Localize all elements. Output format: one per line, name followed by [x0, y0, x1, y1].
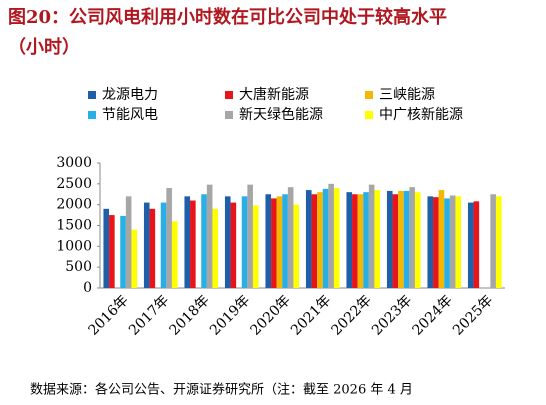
- bar: [317, 192, 323, 288]
- x-tick-label: 2017年: [126, 292, 172, 338]
- bar: [473, 201, 480, 288]
- bar: [386, 190, 393, 288]
- bar: [467, 202, 474, 288]
- bar: [271, 198, 277, 288]
- bar: [171, 221, 178, 288]
- bar: [455, 196, 462, 288]
- bar: [149, 208, 156, 288]
- legend-label: 大唐新能源: [239, 86, 309, 103]
- y-tick-label: 2000: [56, 197, 92, 213]
- bar: [143, 202, 150, 288]
- chart-title: 图20：公司风电利用小时数在可比公司中处于较高水平: [8, 6, 447, 28]
- x-tick-label: 2021年: [288, 292, 334, 338]
- bar: [103, 208, 110, 288]
- bar: [352, 194, 358, 288]
- bar: [252, 205, 259, 288]
- y-tick-label: 0: [83, 280, 92, 296]
- bar: [374, 190, 381, 288]
- legend-swatch: [365, 111, 373, 119]
- legend-label: 三峡能源: [379, 87, 435, 103]
- source-note: 数据来源：各公司公告、开源证券研究所（注：截至 2026 年 4 月: [30, 382, 413, 398]
- legend-swatch: [88, 91, 96, 99]
- bar: [444, 198, 450, 288]
- bar: [305, 190, 312, 288]
- bar: [403, 190, 410, 288]
- x-tick-label: 2018年: [166, 292, 212, 338]
- legend-swatch: [225, 111, 233, 119]
- bar: [311, 194, 318, 288]
- bar: [120, 215, 126, 288]
- x-tick-label: 2020年: [247, 292, 293, 338]
- y-tick-label: 3000: [56, 155, 92, 171]
- bar: [357, 194, 364, 288]
- bar: [265, 194, 272, 288]
- bar: [160, 202, 167, 288]
- y-tick-label: 1000: [56, 238, 92, 254]
- bar: [414, 192, 421, 288]
- bar: [293, 204, 300, 288]
- bar: [282, 194, 288, 288]
- bar: [368, 184, 375, 288]
- x-tick-label: 2019年: [207, 292, 253, 338]
- bar: [363, 192, 369, 288]
- chart-title: （小时）: [8, 37, 80, 58]
- bar: [212, 208, 219, 288]
- bar: [322, 188, 329, 288]
- legend-label: 龙源电力: [102, 87, 158, 103]
- bar: [346, 192, 353, 288]
- legend-label: 节能风电: [102, 107, 158, 123]
- legend-swatch: [225, 91, 233, 99]
- bar: [398, 190, 404, 288]
- legend-swatch: [365, 91, 373, 99]
- x-tick-label: 2023年: [369, 292, 415, 338]
- bar: [247, 184, 253, 288]
- bar: [184, 196, 191, 288]
- bar: [276, 196, 283, 288]
- legend-swatch: [88, 111, 96, 119]
- bar: [495, 196, 502, 288]
- y-tick-label: 1500: [56, 218, 92, 234]
- bar: [241, 196, 248, 288]
- bar: [166, 188, 172, 288]
- bar: [328, 183, 334, 288]
- bar: [190, 200, 196, 288]
- bar: [449, 195, 456, 288]
- x-tick-label: 2016年: [85, 292, 131, 338]
- legend-label: 新天绿色能源: [239, 106, 323, 123]
- bar: [409, 187, 415, 288]
- x-tick-label: 2025年: [450, 292, 496, 338]
- bar: [125, 196, 132, 288]
- bar: [438, 190, 445, 288]
- bar: [201, 194, 207, 288]
- bar: [433, 197, 439, 288]
- bar: [206, 184, 213, 288]
- bar: [230, 202, 237, 288]
- legend-label: 中广核新能源: [379, 107, 463, 123]
- x-tick-label: 2022年: [328, 292, 374, 338]
- bar: [490, 194, 496, 288]
- bar: [287, 187, 294, 288]
- x-tick-label: 2024年: [409, 292, 455, 338]
- bar: [333, 188, 340, 288]
- y-tick-label: 500: [65, 259, 92, 275]
- y-tick-label: 2500: [56, 176, 92, 192]
- bar: [427, 196, 434, 288]
- bar: [392, 194, 399, 288]
- bar: [131, 229, 138, 288]
- bar: [109, 215, 115, 288]
- bar: [224, 196, 231, 288]
